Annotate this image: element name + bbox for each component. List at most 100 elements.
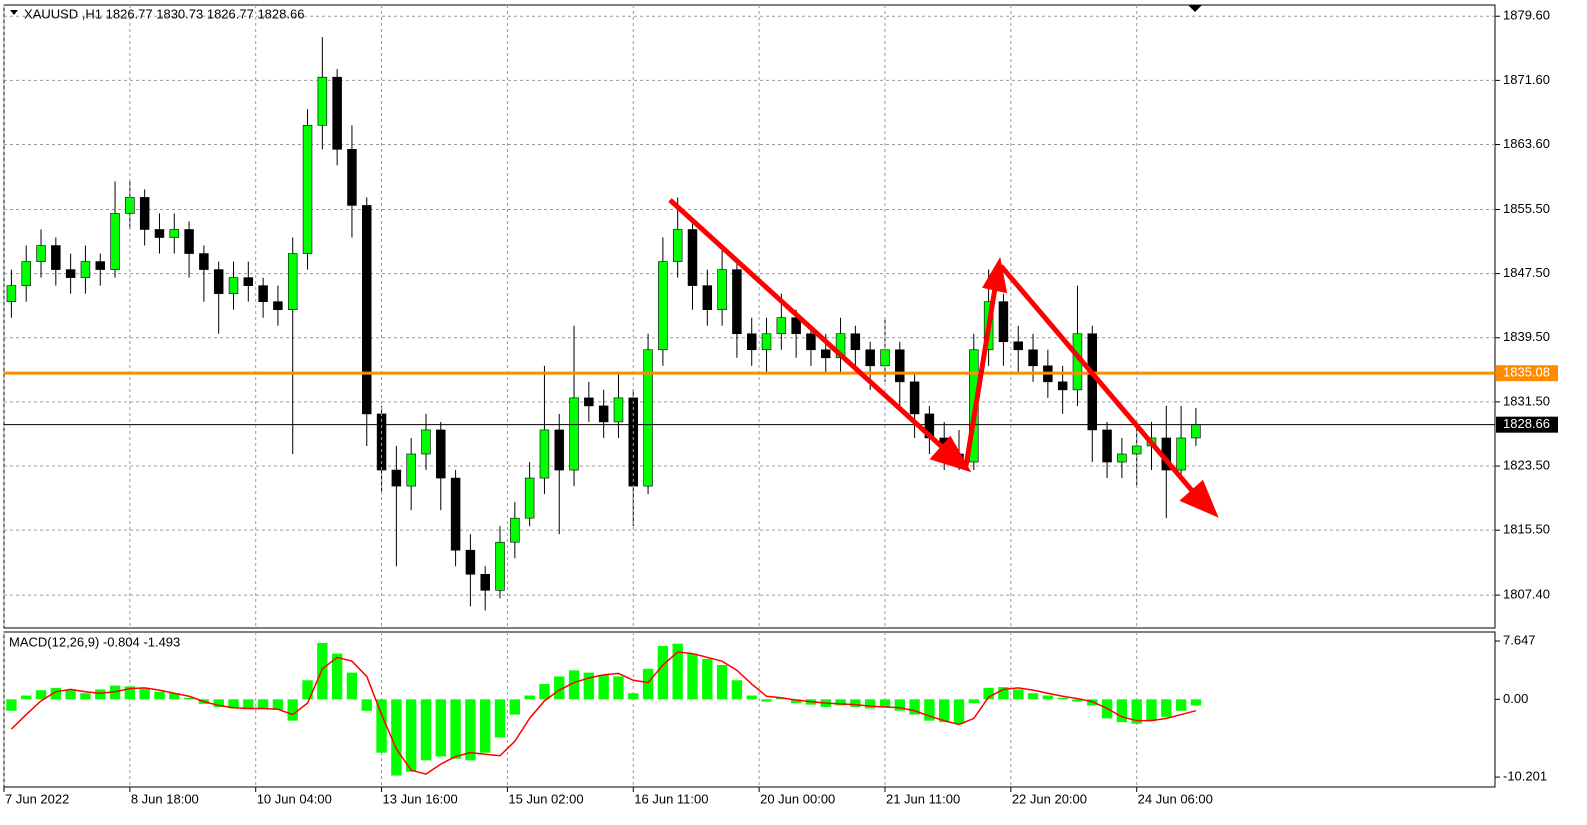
candle-body [6, 285, 17, 302]
y-tick-label: 1871.60 [1503, 72, 1550, 87]
x-tick-label: 15 Jun 02:00 [508, 791, 583, 806]
macd-bar [864, 699, 876, 709]
x-tick-label: 24 Jun 06:00 [1138, 791, 1213, 806]
candle-body [643, 349, 653, 487]
macd-bar [183, 697, 195, 700]
arrow-head [982, 257, 1008, 294]
macd-title: MACD(12,26,9) -0.804 -1.493 [9, 634, 180, 649]
macd-bar [376, 699, 387, 753]
macd-bar [924, 699, 935, 721]
candle-body [909, 381, 920, 415]
candle-body [1102, 429, 1112, 463]
macd-bar [657, 645, 669, 700]
macd-bar [568, 670, 580, 700]
candle-body [213, 269, 224, 294]
macd-bar [154, 691, 165, 700]
price-level-box [1496, 416, 1558, 433]
macd-bar [35, 690, 47, 700]
y-tick-label: 1831.50 [1503, 393, 1550, 408]
macd-bar [702, 658, 713, 700]
candle-body [110, 213, 120, 270]
candle-body [880, 349, 890, 367]
macd-bar [835, 699, 846, 706]
y-tick-label: -10.201 [1503, 769, 1547, 784]
arrow [668, 198, 954, 458]
macd-bar [6, 699, 17, 711]
macd-bar [672, 643, 683, 700]
x-tick-label: 13 Jun 16:00 [383, 791, 458, 806]
candle-body [154, 229, 165, 238]
macd-bar [1027, 693, 1039, 700]
macd-bar [998, 687, 1009, 700]
macd-bar [524, 695, 535, 700]
macd-bar [50, 687, 62, 700]
price-level-label: 1828.66 [1503, 416, 1550, 431]
candle-body [702, 285, 713, 310]
macd-bar [405, 699, 417, 772]
annotation-arrows [668, 198, 1219, 518]
macd-bar [953, 699, 965, 724]
candle-body [95, 261, 105, 270]
candle-body [21, 261, 31, 286]
y-tick-label: 0.00 [1503, 691, 1528, 706]
candle-body [65, 269, 76, 278]
menu-marker [10, 10, 18, 15]
x-tick-label: 21 Jun 11:00 [886, 791, 960, 806]
chart-title: XAUUSD ,H1 1826.77 1830.73 1826.77 1828.… [24, 6, 304, 21]
candle-body [465, 549, 476, 575]
y-tick-label: 1839.50 [1503, 329, 1550, 344]
macd-bar [1175, 699, 1187, 711]
candle-body [584, 397, 594, 407]
macd-bar [109, 685, 121, 700]
candle-body [1028, 349, 1038, 367]
candle-body [569, 397, 579, 471]
candle-body [199, 253, 209, 270]
macd-bar [480, 699, 491, 753]
macd-bar [509, 699, 521, 715]
candle-body [1087, 333, 1098, 431]
candle-body [1117, 453, 1127, 463]
y-tick-label: 1855.50 [1503, 201, 1550, 216]
arrow [999, 264, 1202, 502]
candle-body [495, 541, 505, 591]
y-tick-label: 1823.50 [1503, 457, 1550, 472]
macd-bar [391, 699, 402, 776]
x-tick-label: 16 Jun 11:00 [634, 791, 708, 806]
macd-bar [169, 693, 180, 700]
x-tick-label: 20 Jun 00:00 [760, 791, 835, 806]
candle-body [436, 429, 446, 479]
macd-bar [65, 690, 76, 700]
candle-body [406, 453, 416, 487]
macd-bar [1116, 699, 1128, 723]
macd-bar [272, 699, 284, 710]
macd-bar [139, 688, 150, 700]
candle-body [598, 405, 609, 423]
macd-bar [613, 676, 624, 700]
macd-bar [1190, 699, 1202, 706]
macd-bar [687, 653, 698, 700]
macd-bar [420, 699, 432, 761]
macd-bar [761, 699, 772, 702]
macd-bar [1161, 699, 1172, 717]
macd-bar [331, 653, 343, 700]
candle-body [169, 229, 180, 238]
candle-body [865, 349, 875, 367]
candle-body [717, 269, 727, 310]
macd-bar [1042, 695, 1054, 700]
candle-body [139, 197, 150, 230]
macd-bar [243, 699, 254, 710]
macd-bar [346, 672, 358, 700]
candle-body [1176, 437, 1186, 471]
macd-bar [287, 699, 298, 721]
candle-body [228, 277, 239, 294]
candle-body [302, 124, 313, 254]
candle-body [539, 429, 550, 479]
macd-bar [894, 699, 905, 711]
macd-bar [435, 699, 446, 757]
macd-bar [1131, 699, 1142, 724]
x-tick-label: 7 Jun 2022 [5, 791, 69, 806]
candle-body [776, 317, 787, 335]
candle-body [658, 261, 668, 351]
